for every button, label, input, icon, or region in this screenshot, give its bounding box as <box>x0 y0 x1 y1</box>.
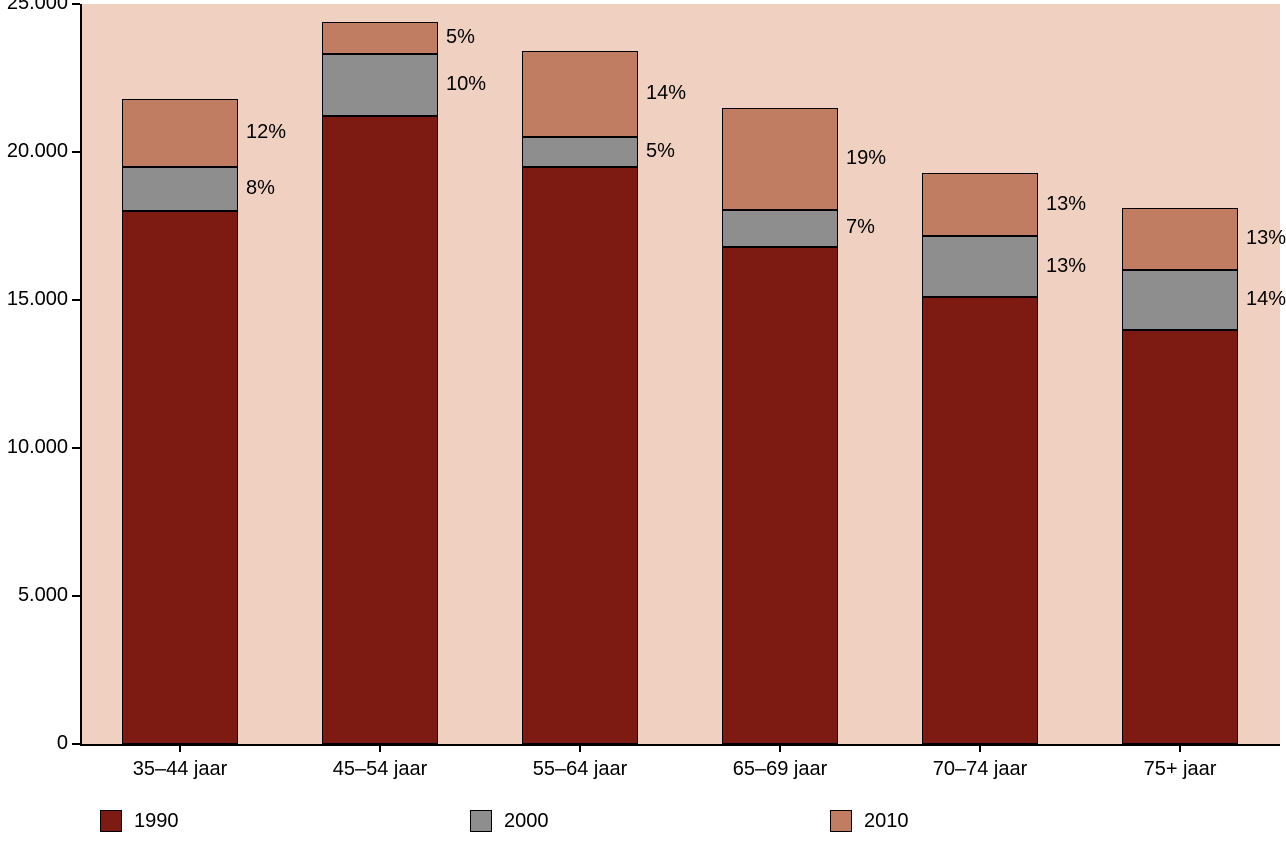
bar-segment-1990 <box>322 116 438 744</box>
legend-swatch-2010 <box>830 810 852 832</box>
x-category-label: 45–54 jaar <box>280 758 480 781</box>
bar-percent-label: 13% <box>1046 255 1086 278</box>
legend-swatch-1990 <box>100 810 122 832</box>
bar-segment-1990 <box>722 247 838 744</box>
legend-swatch-2000 <box>470 810 492 832</box>
y-tick-label: 0 <box>0 732 68 755</box>
bar-percent-label: 5% <box>446 26 475 49</box>
bar-segment-2010 <box>922 173 1038 237</box>
y-tick-mark <box>72 743 80 745</box>
x-category-label: 55–64 jaar <box>480 758 680 781</box>
y-tick-mark <box>72 595 80 597</box>
bar-segment-2010 <box>722 108 838 210</box>
bar-percent-label: 14% <box>1246 288 1286 311</box>
x-category-label: 75+ jaar <box>1080 758 1280 781</box>
y-tick-mark <box>72 447 80 449</box>
bar-segment-1990 <box>1122 330 1238 744</box>
bar-percent-label: 13% <box>1046 193 1086 216</box>
bar-segment-2000 <box>722 210 838 247</box>
y-tick-label: 10.000 <box>0 436 68 459</box>
bar-segment-2010 <box>322 22 438 55</box>
x-tick-mark <box>179 744 181 752</box>
bar-segment-2010 <box>1122 208 1238 270</box>
bar-segment-2000 <box>322 54 438 116</box>
plot-background <box>80 4 1280 744</box>
bar-segment-2010 <box>522 51 638 137</box>
x-tick-mark <box>979 744 981 752</box>
legend-label: 2000 <box>504 810 549 833</box>
bar-percent-label: 14% <box>646 82 686 105</box>
x-category-label: 70–74 jaar <box>880 758 1080 781</box>
x-tick-mark <box>579 744 581 752</box>
y-tick-label: 15.000 <box>0 288 68 311</box>
bar-percent-label: 5% <box>646 140 675 163</box>
bar-segment-2000 <box>922 236 1038 297</box>
x-tick-mark <box>1179 744 1181 752</box>
bar-segment-1990 <box>522 167 638 744</box>
bar-percent-label: 10% <box>446 73 486 96</box>
legend-label: 1990 <box>134 810 179 833</box>
bar-segment-2000 <box>1122 270 1238 329</box>
x-tick-mark <box>379 744 381 752</box>
bar-percent-label: 19% <box>846 147 886 170</box>
bar-segment-1990 <box>922 297 1038 744</box>
bar-percent-label: 12% <box>246 121 286 144</box>
bar-segment-2010 <box>122 99 238 167</box>
x-axis-line <box>80 744 1280 746</box>
x-category-label: 35–44 jaar <box>80 758 280 781</box>
legend-label: 2010 <box>864 810 909 833</box>
y-tick-mark <box>72 151 80 153</box>
bar-segment-2000 <box>522 137 638 167</box>
y-tick-label: 20.000 <box>0 140 68 163</box>
y-axis-line <box>80 4 82 744</box>
y-tick-mark <box>72 3 80 5</box>
bar-percent-label: 8% <box>246 177 275 200</box>
y-tick-label: 25.000 <box>0 0 68 15</box>
chart-root: 0 5.000 10.000 15.000 20.000 25.000 8% 12% 35–44… <box>0 0 1286 842</box>
bar-segment-1990 <box>122 211 238 744</box>
y-tick-mark <box>72 299 80 301</box>
bar-percent-label: 7% <box>846 216 875 239</box>
bar-percent-label: 13% <box>1246 227 1286 250</box>
y-tick-label: 5.000 <box>0 584 68 607</box>
x-category-label: 65–69 jaar <box>680 758 880 781</box>
x-tick-mark <box>779 744 781 752</box>
bar-segment-2000 <box>122 167 238 211</box>
